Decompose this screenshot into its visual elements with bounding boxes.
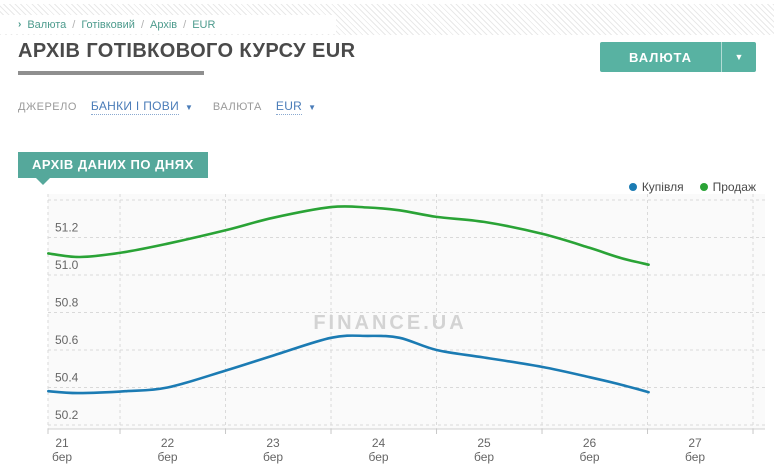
breadcrumb: › Валюта / Готівковий / Архів / EUR: [0, 15, 336, 34]
breadcrumb-separator: /: [140, 18, 144, 31]
legend-dot-icon: [628, 183, 637, 191]
svg-text:бер: бер: [52, 450, 72, 464]
currency-dropdown-label: ВАЛЮТА: [628, 49, 692, 65]
badge-tail: [36, 178, 50, 185]
legend-label: Купівля: [641, 180, 684, 194]
legend-label: Продаж: [712, 180, 756, 194]
watermark: FINANCE.UA: [313, 312, 466, 334]
currency-value: EUR: [275, 99, 303, 115]
currency-dropdown-button[interactable]: ВАЛЮТА ▼: [600, 42, 756, 72]
source-label: ДЖЕРЕЛО: [18, 101, 77, 113]
source-select[interactable]: БАНКИ І ПОВИ ▼: [90, 99, 193, 115]
chart-legend: Купівля Продаж: [628, 180, 756, 194]
breadcrumb-link[interactable]: Готівковий: [81, 18, 135, 31]
svg-text:бер: бер: [579, 450, 599, 464]
button-divider: [721, 42, 722, 72]
title-underline: [18, 71, 204, 75]
breadcrumb-separator: /: [72, 18, 76, 31]
svg-text:50.8: 50.8: [55, 296, 79, 310]
svg-text:23: 23: [266, 436, 280, 450]
svg-text:50.4: 50.4: [55, 371, 79, 385]
breadcrumb-items: Валюта / Готівковий / Архів / EUR: [27, 19, 215, 31]
source-value: БАНКИ І ПОВИ: [90, 99, 179, 115]
legend-dot-icon: [699, 183, 708, 191]
breadcrumb-link[interactable]: Архів: [150, 18, 178, 31]
currency-label: ВАЛЮТА: [212, 101, 262, 113]
svg-text:21: 21: [55, 436, 69, 450]
svg-text:бер: бер: [157, 450, 177, 464]
breadcrumb-separator: /: [183, 18, 187, 31]
svg-text:бер: бер: [368, 450, 388, 464]
plot-area: [48, 194, 765, 429]
legend-item[interactable]: Продаж: [699, 180, 756, 194]
chevron-down-icon: ▼: [185, 102, 193, 112]
svg-text:27: 27: [688, 436, 702, 450]
x-axis-ticks: [47, 429, 754, 434]
svg-text:22: 22: [161, 436, 175, 450]
sell-line: [47, 205, 650, 266]
buy-line: [47, 334, 650, 395]
svg-text:бер: бер: [474, 450, 494, 464]
section-badge-label: АРХІВ ДАНИХ ПО ДНЯХ: [32, 157, 194, 172]
breadcrumb-link[interactable]: EUR: [192, 18, 216, 31]
svg-text:24: 24: [372, 436, 386, 450]
rates-chart: FINANCE.UA51.251.050.850.650.450.221бер2…: [47, 194, 765, 464]
filters-row: ДЖЕРЕЛО БАНКИ І ПОВИ ▼ ВАЛЮТА EUR ▼: [18, 99, 316, 115]
svg-text:50.6: 50.6: [55, 333, 79, 347]
chevron-down-icon[interactable]: ▼: [734, 52, 744, 62]
page-title: АРХІВ ГОТІВКОВОГО КУРСУ EUR: [18, 40, 356, 62]
section-badge: АРХІВ ДАНИХ ПО ДНЯХ: [18, 152, 208, 185]
svg-text:51.0: 51.0: [55, 258, 79, 272]
chevron-down-icon: ▼: [308, 102, 317, 112]
svg-text:26: 26: [583, 436, 597, 450]
currency-select[interactable]: EUR ▼: [275, 99, 317, 115]
breadcrumb-arrow-icon: ›: [18, 19, 22, 30]
svg-text:25: 25: [477, 436, 491, 450]
y-axis-labels: 51.2 51.0 50.8 50.6 50.4 50.2: [55, 221, 79, 423]
svg-text:50.2: 50.2: [55, 408, 79, 422]
breadcrumb-link[interactable]: Валюта: [27, 18, 67, 31]
svg-text:51.2: 51.2: [55, 221, 79, 235]
svg-text:бер: бер: [263, 450, 283, 464]
legend-item[interactable]: Купівля: [628, 180, 684, 194]
svg-text:бер: бер: [685, 450, 705, 464]
